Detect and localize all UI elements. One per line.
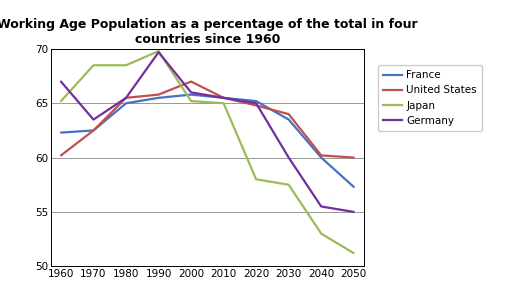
Germany — [253, 101, 259, 105]
Germany — [221, 96, 227, 100]
France — [221, 96, 227, 100]
France — [123, 101, 129, 105]
United States — [58, 154, 64, 157]
Japan — [318, 232, 324, 235]
France — [188, 93, 194, 96]
United States — [351, 156, 357, 159]
France — [91, 129, 97, 132]
Japan — [221, 101, 227, 105]
Japan — [91, 63, 97, 67]
Germany — [286, 156, 292, 159]
United States — [286, 112, 292, 116]
Germany — [318, 205, 324, 208]
Line: United States: United States — [61, 81, 354, 158]
Germany — [91, 118, 97, 121]
United States — [123, 96, 129, 100]
Line: France: France — [61, 95, 354, 187]
Japan — [286, 183, 292, 187]
United States — [156, 93, 162, 96]
France — [253, 99, 259, 103]
Line: Germany: Germany — [61, 52, 354, 212]
France — [58, 131, 64, 134]
Japan — [253, 177, 259, 181]
France — [351, 185, 357, 189]
Germany — [123, 96, 129, 100]
Legend: France, United States, Japan, Germany: France, United States, Japan, Germany — [378, 65, 482, 131]
United States — [188, 80, 194, 83]
United States — [253, 104, 259, 107]
Japan — [188, 99, 194, 103]
Japan — [58, 99, 64, 103]
Germany — [156, 50, 162, 54]
United States — [221, 96, 227, 100]
Title: Working Age Population as a percentage of the total in four
countries since 1960: Working Age Population as a percentage o… — [0, 18, 418, 47]
Japan — [156, 49, 162, 53]
France — [318, 156, 324, 159]
United States — [318, 154, 324, 157]
Japan — [351, 251, 357, 255]
France — [156, 96, 162, 100]
United States — [91, 129, 97, 132]
Line: Japan: Japan — [61, 51, 354, 253]
Germany — [188, 91, 194, 94]
France — [286, 118, 292, 121]
Germany — [58, 80, 64, 83]
Germany — [351, 210, 357, 214]
Japan — [123, 63, 129, 67]
